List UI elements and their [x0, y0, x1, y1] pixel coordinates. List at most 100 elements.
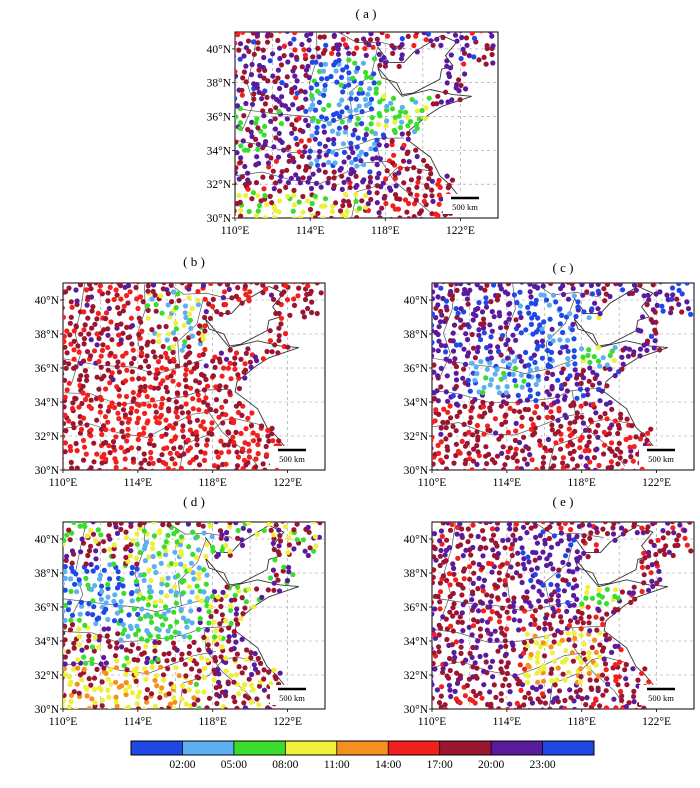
station-dot: [447, 582, 453, 588]
station-dot: [200, 523, 206, 529]
station-dot: [124, 544, 130, 550]
station-dot: [644, 338, 651, 344]
station-dot: [432, 525, 433, 529]
station-dots: [235, 32, 496, 218]
station-dot: [191, 695, 197, 701]
station-dot: [513, 428, 519, 434]
station-dot: [245, 126, 251, 133]
station-dot: [204, 542, 210, 548]
station-dot: [305, 179, 311, 185]
station-dot: [470, 345, 477, 351]
station-dot: [158, 589, 164, 595]
station-dot: [227, 552, 233, 558]
station-dot: [273, 158, 279, 164]
station-dot: [354, 182, 360, 189]
station-dot: [388, 100, 394, 106]
station-dot: [276, 588, 283, 594]
station-dot: [517, 289, 523, 295]
station-dot: [301, 47, 307, 53]
station-dot: [96, 615, 102, 621]
station-dot: [213, 408, 219, 414]
station-dot: [208, 613, 214, 620]
station-dot: [163, 431, 169, 437]
station-dot: [450, 348, 457, 354]
station-dot: [266, 669, 272, 675]
station-dot: [282, 524, 288, 530]
station-dot: [465, 301, 471, 307]
station-dot: [254, 32, 260, 37]
station-dot: [444, 373, 450, 379]
station-dot: [396, 113, 402, 119]
station-dot: [166, 522, 172, 528]
station-dot: [370, 44, 376, 50]
station-dot: [619, 697, 625, 704]
station-dot: [340, 141, 346, 147]
station-dot: [505, 429, 511, 435]
station-dots: [63, 522, 323, 709]
station-dot: [579, 601, 585, 607]
station-dot: [502, 676, 508, 682]
station-dot: [278, 173, 284, 179]
station-dot: [520, 524, 527, 530]
station-dot: [111, 542, 117, 548]
station-dot: [588, 283, 594, 289]
station-dot: [63, 433, 66, 439]
station-dot: [535, 373, 541, 379]
station-dot: [82, 684, 89, 691]
station-dot: [581, 309, 587, 315]
station-dot: [505, 355, 511, 361]
station-dot: [179, 347, 185, 353]
station-dot: [347, 184, 353, 191]
station-dot: [503, 390, 509, 396]
station-dot: [217, 634, 223, 641]
station-dot: [235, 215, 237, 218]
station-dot: [80, 437, 87, 443]
station-dot: [164, 593, 170, 599]
station-dot: [494, 584, 501, 590]
station-dot: [165, 575, 171, 581]
station-dot: [203, 468, 209, 470]
station-dot: [94, 316, 100, 322]
station-dot: [113, 645, 120, 651]
station-dot: [432, 353, 435, 359]
station-dot: [487, 322, 493, 328]
station-dot: [475, 608, 482, 614]
station-dot: [99, 588, 105, 595]
station-dot: [240, 611, 246, 617]
station-dot: [500, 358, 506, 364]
station-dot: [571, 592, 577, 599]
station-dot: [425, 32, 431, 37]
station-dot: [278, 321, 284, 327]
station-dot: [84, 377, 90, 383]
station-dot: [413, 197, 419, 203]
station-dot: [316, 99, 323, 105]
station-dot: [235, 114, 239, 120]
station-dot: [439, 533, 445, 540]
station-dot: [245, 147, 251, 153]
station-dot: [288, 175, 294, 181]
station-dot: [114, 640, 120, 646]
station-dot: [405, 149, 411, 155]
station-dot: [466, 450, 472, 456]
station-dot: [522, 566, 528, 572]
station-dot: [481, 431, 487, 437]
station-dot: [475, 344, 481, 350]
station-dot: [97, 394, 103, 400]
station-dot: [650, 283, 656, 288]
station-dot: [96, 386, 102, 392]
station-dot: [90, 568, 96, 574]
station-dot: [130, 456, 136, 462]
station-dot: [479, 618, 485, 624]
station-dot: [141, 401, 147, 407]
station-dot: [227, 524, 233, 530]
station-dot: [687, 522, 693, 525]
station-dot: [494, 453, 501, 459]
station-dot: [514, 700, 520, 707]
station-dot: [245, 170, 251, 176]
station-dot: [390, 203, 396, 209]
station-dot: [170, 356, 177, 363]
station-dot: [348, 145, 354, 151]
station-dot: [223, 301, 229, 308]
station-dot: [645, 430, 651, 436]
station-dot: [97, 467, 103, 470]
